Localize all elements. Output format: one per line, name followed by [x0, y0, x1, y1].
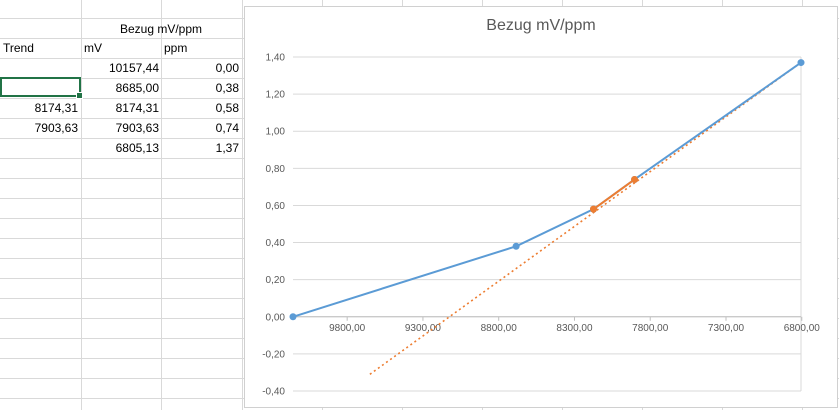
- row-trend-cell[interactable]: [0, 139, 78, 158]
- y-tick-label: 1,40: [266, 53, 286, 64]
- series-line-2[interactable]: [592, 178, 636, 210]
- x-tick-label: 9800,00: [329, 323, 366, 334]
- header-trend[interactable]: Trend: [3, 41, 34, 55]
- row-ppm-cell[interactable]: 0,58: [215, 101, 239, 115]
- fill-handle[interactable]: [76, 92, 83, 99]
- row-trend-cell[interactable]: [0, 59, 78, 78]
- x-tick-label: 7300,00: [708, 323, 745, 334]
- series-2-point[interactable]: [631, 175, 639, 183]
- row-trend-cell[interactable]: 8174,31: [34, 101, 78, 115]
- header-mv[interactable]: mV: [84, 41, 102, 55]
- y-tick-label: -0,40: [262, 387, 285, 398]
- trendline[interactable]: [369, 61, 802, 375]
- row-ppm-cell[interactable]: 0,00: [215, 61, 239, 75]
- row-mv-cell[interactable]: 10157,44: [108, 61, 159, 75]
- x-tick-label: 8300,00: [556, 323, 593, 334]
- row-ppm-cell[interactable]: 0,38: [215, 81, 239, 95]
- header-ppm[interactable]: ppm: [164, 41, 188, 55]
- y-tick-label: 1,20: [266, 90, 286, 101]
- chart-title: Bezug mV/ppm: [486, 17, 596, 34]
- y-tick-label: 0,40: [266, 238, 286, 249]
- y-tick-label: 0,80: [266, 164, 286, 175]
- x-tick-label: 9300,00: [405, 323, 442, 334]
- y-tick-label: -0,20: [262, 349, 285, 360]
- x-tick-label: 6800,00: [784, 323, 821, 334]
- series-2-point[interactable]: [590, 205, 598, 213]
- row-trend-cell[interactable]: 7903,63: [34, 121, 78, 135]
- row-mv-cell[interactable]: 6805,13: [115, 141, 159, 155]
- y-tick-label: 0,20: [266, 275, 286, 286]
- y-tick-label: 0,60: [266, 201, 286, 212]
- row-mv-cell[interactable]: 8174,31: [115, 101, 159, 115]
- y-tick-label: 0,00: [266, 312, 286, 323]
- row-ppm-cell[interactable]: 1,37: [215, 141, 239, 155]
- series-1-point[interactable]: [512, 242, 520, 250]
- x-tick-label: 7800,00: [632, 323, 669, 334]
- chart[interactable]: Bezug mV/ppm 1,40 1,20 1,00 0,80 0,60 0,40 0,2…: [244, 6, 838, 408]
- sheet-title: Bezug mV/ppm: [119, 22, 203, 36]
- row-mv-cell[interactable]: 8685,00: [115, 81, 159, 95]
- series-1-point[interactable]: [797, 59, 805, 67]
- selected-cell[interactable]: [0, 77, 83, 99]
- y-tick-label: 1,00: [266, 127, 286, 138]
- series-line-1[interactable]: [292, 61, 802, 318]
- row-mv-cell[interactable]: 7903,63: [115, 121, 159, 135]
- x-tick-label: 8800,00: [481, 323, 518, 334]
- series-1-point[interactable]: [289, 313, 297, 321]
- row-ppm-cell[interactable]: 0,74: [215, 121, 239, 135]
- chart-plot: 1,40 1,20 1,00 0,80 0,60 0,40 0,20 0,00 -0,20 -0,…: [262, 53, 821, 398]
